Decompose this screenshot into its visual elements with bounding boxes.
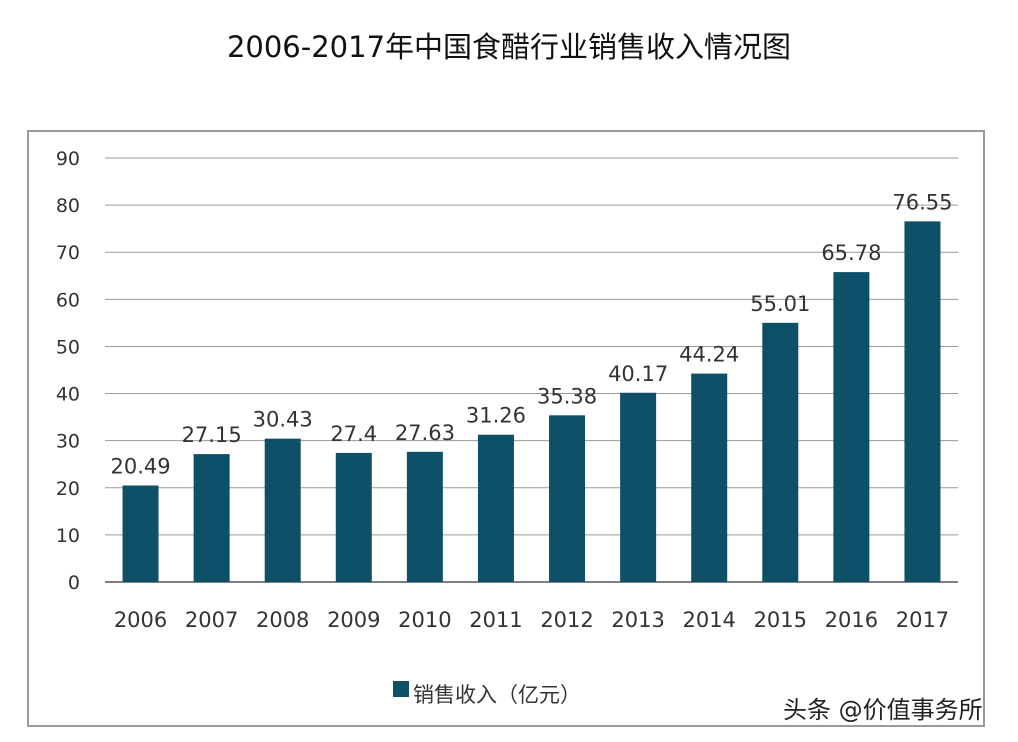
y-tick-label: 60 [56, 289, 80, 311]
x-tick-label: 2016 [825, 608, 878, 632]
bar [193, 454, 230, 582]
legend-swatch [393, 681, 409, 697]
y-tick-label: 0 [68, 572, 80, 594]
x-tick-label: 2017 [896, 608, 949, 632]
data-label: 40.17 [608, 362, 668, 386]
bar [904, 221, 941, 582]
bar [833, 272, 870, 582]
legend-label: 销售收入（亿元） [413, 683, 581, 707]
x-tick-label: 2007 [185, 608, 238, 632]
data-label: 20.49 [110, 454, 170, 478]
data-label: 76.55 [892, 190, 952, 214]
x-tick-label: 2015 [754, 608, 807, 632]
bar [762, 322, 799, 582]
chart-frame [27, 130, 985, 727]
x-tick-label: 2013 [611, 608, 664, 632]
x-tick-label: 2009 [327, 608, 380, 632]
data-label: 44.24 [679, 343, 739, 367]
y-tick-label: 50 [56, 336, 80, 358]
data-label: 27.63 [395, 421, 455, 445]
x-tick-label: 2006 [114, 608, 167, 632]
bar [620, 392, 657, 582]
x-tick-label: 2010 [398, 608, 451, 632]
bar [477, 434, 514, 582]
x-tick-label: 2012 [540, 608, 593, 632]
x-tick-label: 2008 [256, 608, 309, 632]
data-label: 27.4 [330, 422, 377, 446]
bar [406, 451, 443, 582]
data-label: 27.15 [182, 423, 242, 447]
data-label: 65.78 [821, 241, 881, 265]
y-tick-label: 40 [56, 384, 80, 406]
data-label: 30.43 [253, 408, 313, 432]
bar [264, 438, 301, 582]
y-tick-label: 20 [56, 478, 80, 500]
data-label: 35.38 [537, 384, 597, 408]
y-tick-label: 80 [56, 195, 80, 217]
x-tick-label: 2011 [469, 608, 522, 632]
x-tick-label: 2014 [682, 608, 735, 632]
data-label: 31.26 [466, 404, 526, 428]
bar [122, 485, 159, 582]
bar [691, 373, 728, 582]
data-label: 55.01 [750, 292, 810, 316]
bar [549, 415, 586, 582]
bar [335, 452, 372, 582]
y-tick-label: 90 [56, 148, 80, 170]
chart-title: 2006-2017年中国食醋行业销售收入情况图 [226, 30, 792, 64]
y-tick-label: 10 [56, 525, 80, 547]
watermark: 头条 @价值事务所 [783, 696, 983, 724]
y-tick-label: 30 [56, 431, 80, 453]
y-tick-label: 70 [56, 242, 80, 264]
